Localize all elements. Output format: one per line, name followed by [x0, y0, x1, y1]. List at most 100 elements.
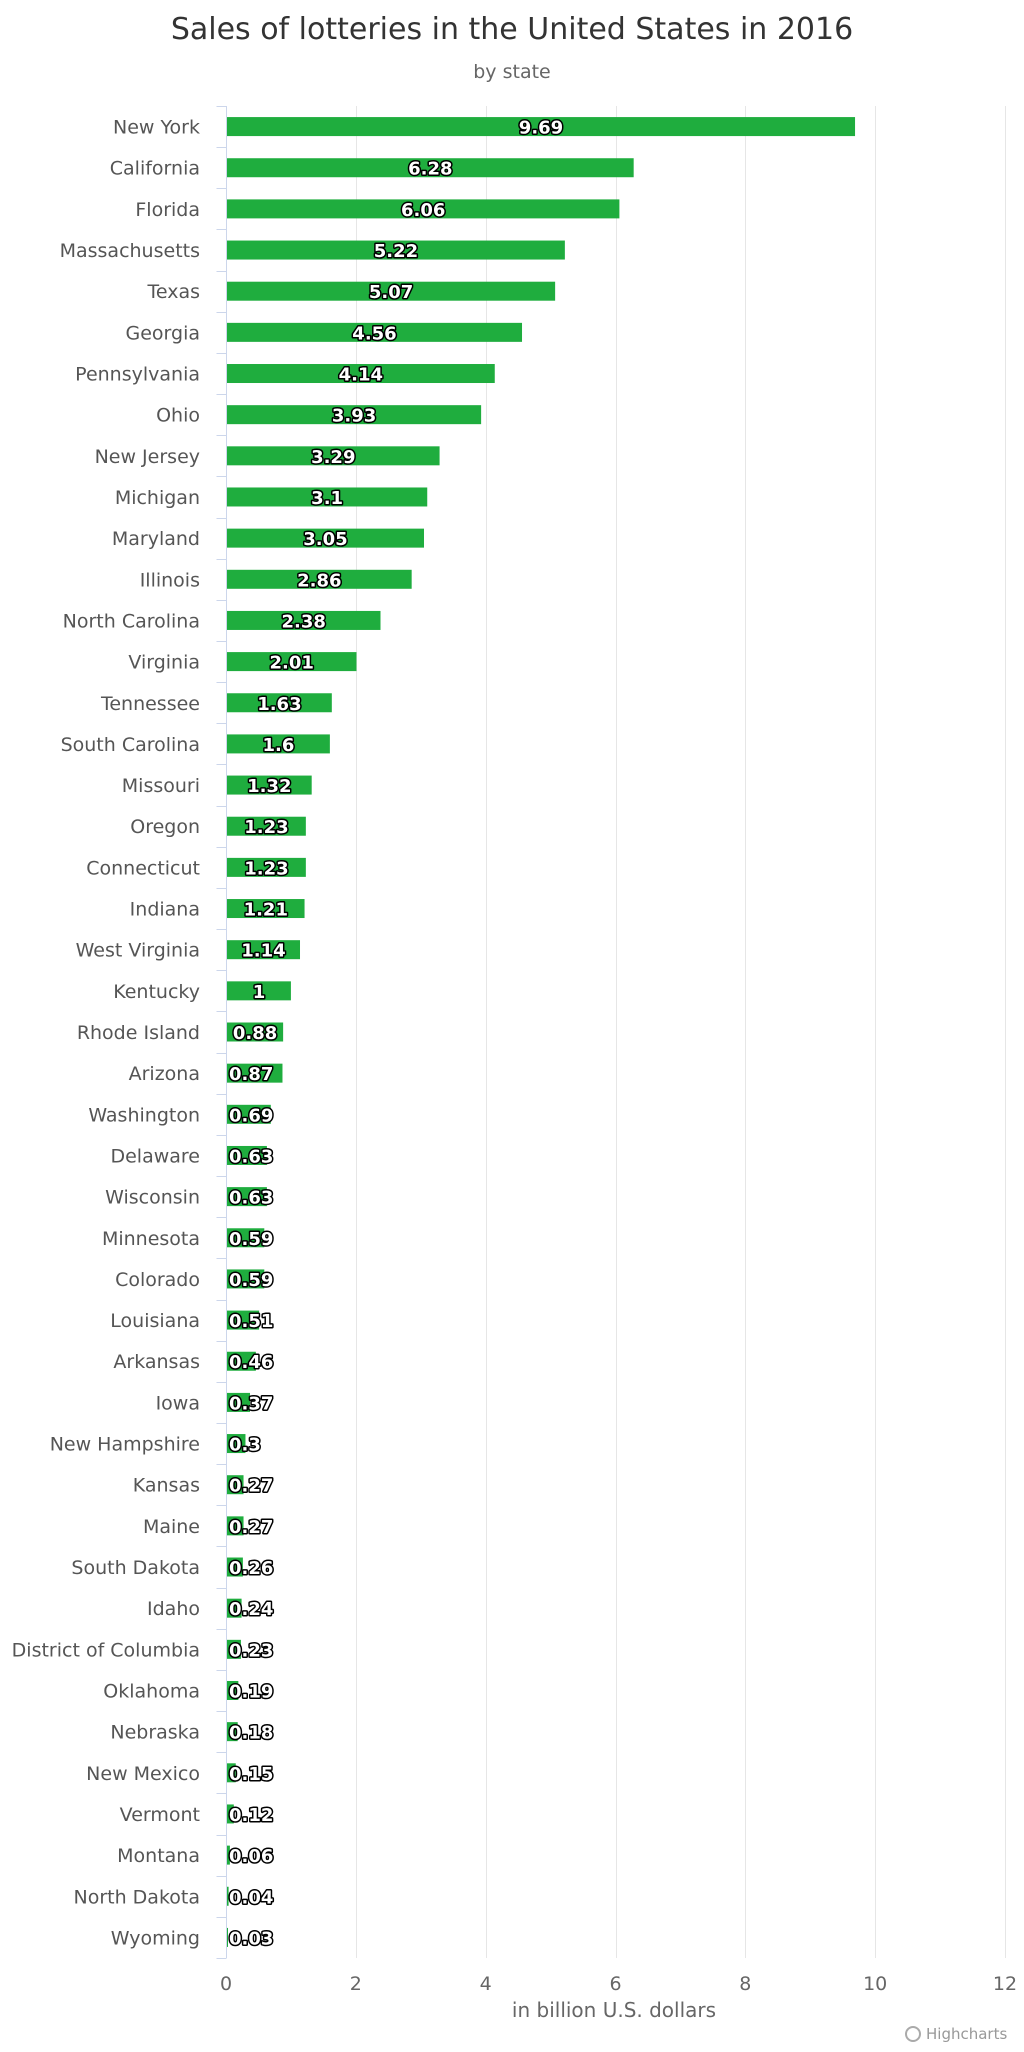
- category-label: Florida: [135, 199, 200, 221]
- category-label: Kansas: [133, 1475, 200, 1497]
- bar[interactable]: [227, 1351, 256, 1371]
- data-label: 0.27: [229, 1517, 273, 1538]
- x-tick-label: 6: [609, 1973, 621, 1995]
- category-label: Maryland: [112, 528, 200, 550]
- bar[interactable]: [227, 117, 856, 137]
- data-label: 0.23: [229, 1640, 273, 1661]
- bar[interactable]: [227, 1269, 265, 1289]
- data-label: 6.06: [401, 200, 445, 221]
- data-label: 0.37: [229, 1393, 273, 1414]
- bar[interactable]: [227, 1598, 242, 1618]
- data-label: 1.21: [244, 900, 288, 921]
- bar[interactable]: [227, 569, 412, 589]
- bar[interactable]: [227, 1516, 244, 1536]
- bar[interactable]: [227, 405, 482, 425]
- bar[interactable]: [227, 610, 381, 630]
- bar[interactable]: [227, 528, 424, 548]
- bar[interactable]: [227, 693, 332, 713]
- credits-text: Highcharts: [926, 2025, 1007, 2043]
- bar[interactable]: [227, 281, 556, 301]
- category-label: Tennessee: [100, 693, 200, 715]
- x-tick-label: 4: [480, 1973, 492, 1995]
- data-label: 1.6: [262, 735, 294, 756]
- bar[interactable]: [227, 1886, 229, 1906]
- bar[interactable]: [227, 158, 634, 178]
- bar[interactable]: [227, 940, 301, 960]
- bar[interactable]: [227, 816, 306, 836]
- data-label: 0.15: [229, 1764, 273, 1785]
- bar[interactable]: [227, 364, 495, 384]
- bar[interactable]: [227, 322, 523, 342]
- grid-lines: [356, 106, 1006, 1958]
- data-label: 2.38: [282, 611, 326, 632]
- data-label: 0.04: [229, 1887, 273, 1908]
- x-tick-label: 12: [993, 1973, 1017, 1995]
- bar[interactable]: [227, 1187, 267, 1207]
- category-label: North Dakota: [74, 1886, 201, 1908]
- bar[interactable]: [227, 775, 312, 795]
- bar[interactable]: [227, 899, 305, 919]
- bar[interactable]: [227, 1228, 265, 1248]
- data-label: 3.93: [332, 406, 376, 427]
- data-label: 1.23: [244, 858, 288, 879]
- category-label: Virginia: [128, 652, 200, 674]
- category-label: West Virginia: [76, 940, 200, 962]
- bar[interactable]: [227, 1145, 267, 1165]
- bar[interactable]: [227, 446, 440, 466]
- bar[interactable]: [227, 1845, 230, 1865]
- data-label: 1.63: [257, 694, 301, 715]
- category-label: Montana: [117, 1845, 200, 1867]
- bar[interactable]: [227, 199, 620, 219]
- data-label: 1.23: [244, 817, 288, 838]
- chart-subtitle: by state: [473, 61, 550, 83]
- category-label: Maine: [143, 1516, 200, 1538]
- x-tick-label: 2: [350, 1973, 362, 1995]
- highcharts-credits[interactable]: Highcharts: [905, 2025, 1007, 2043]
- bar[interactable]: [227, 1392, 251, 1412]
- data-label: 0.46: [229, 1352, 273, 1373]
- bar[interactable]: [227, 1639, 241, 1659]
- data-label: 5.07: [369, 282, 413, 303]
- bar[interactable]: [227, 1310, 260, 1330]
- category-label: Wisconsin: [105, 1187, 200, 1209]
- bar[interactable]: [227, 652, 357, 672]
- category-label: Oklahoma: [103, 1680, 200, 1702]
- category-label: Minnesota: [102, 1228, 200, 1250]
- data-label: 0.69: [229, 1105, 273, 1126]
- bar[interactable]: [227, 1804, 234, 1824]
- bar[interactable]: [227, 857, 306, 877]
- bar[interactable]: [227, 1104, 271, 1124]
- category-label: Massachusetts: [60, 240, 200, 262]
- x-tick-label: 10: [863, 1973, 887, 1995]
- data-label: 4.56: [352, 323, 396, 344]
- data-label: 0.51: [229, 1311, 273, 1332]
- data-label: 0.06: [229, 1846, 273, 1867]
- category-label: Connecticut: [86, 857, 200, 879]
- data-label: 2.01: [270, 653, 314, 674]
- bar[interactable]: [227, 734, 330, 754]
- bar[interactable]: [227, 1434, 246, 1454]
- bar[interactable]: [227, 1475, 244, 1495]
- bar[interactable]: [227, 1557, 243, 1577]
- data-label: 1.14: [241, 941, 285, 962]
- data-label: 0.63: [229, 1146, 273, 1167]
- data-label: 9.69: [519, 118, 563, 139]
- bar[interactable]: [227, 981, 291, 1001]
- highcharts-logo-icon: [905, 2026, 921, 2042]
- category-label: South Dakota: [71, 1557, 200, 1579]
- bar[interactable]: [227, 1927, 228, 1947]
- bar[interactable]: [227, 1763, 236, 1783]
- category-label: Illinois: [140, 569, 200, 591]
- bar[interactable]: [227, 1722, 238, 1742]
- category-label: Georgia: [126, 322, 201, 344]
- bar[interactable]: [227, 240, 565, 260]
- bar[interactable]: [227, 1063, 283, 1083]
- x-tick-label: 8: [739, 1973, 751, 1995]
- data-label: 0.59: [229, 1229, 273, 1250]
- category-label: Vermont: [120, 1804, 200, 1826]
- bar[interactable]: [227, 1680, 239, 1700]
- data-label: 4.14: [339, 365, 383, 386]
- data-label: 0.24: [229, 1599, 273, 1620]
- bar[interactable]: [227, 487, 428, 507]
- bar[interactable]: [227, 1022, 284, 1042]
